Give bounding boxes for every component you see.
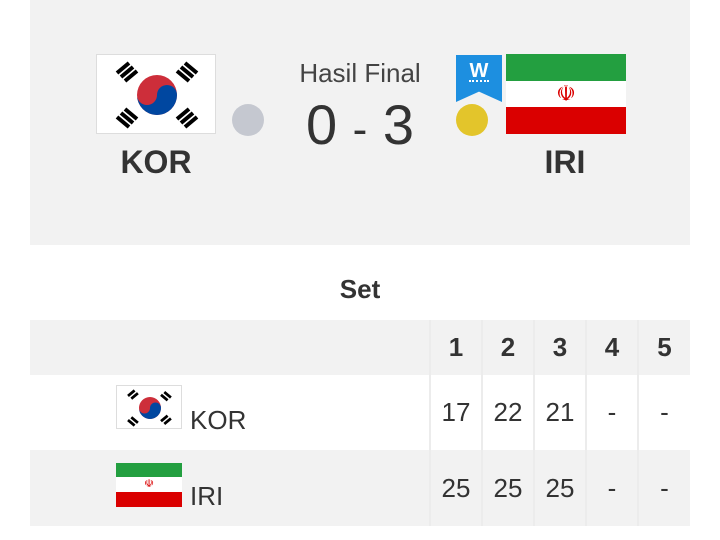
sets-title: Set (339, 274, 381, 304)
set-header: 3 (533, 320, 586, 375)
set-header: 4 (585, 320, 638, 375)
south-korea-flag-icon (96, 54, 216, 134)
home-score: 0 (305, 93, 338, 156)
set-score: 22 (481, 375, 534, 450)
table-row: ☫ IRI 25 25 25 - - (30, 450, 690, 526)
score-separator: - (352, 105, 368, 154)
team-column-header (30, 320, 430, 375)
set-score: - (637, 375, 690, 450)
home-team-code: KOR (120, 144, 192, 180)
iran-flag-icon: ☫ (116, 462, 182, 507)
set-score: - (585, 375, 638, 450)
away-score: 3 (382, 93, 415, 156)
match-status: Hasil Final (299, 58, 421, 88)
set-score: 17 (429, 375, 482, 450)
set-score: - (637, 450, 690, 526)
away-team-code: IRI (544, 144, 586, 180)
south-korea-flag-icon (116, 385, 182, 429)
set-score: 25 (481, 450, 534, 526)
team-name: IRI (190, 480, 224, 511)
away-serve-indicator (456, 104, 488, 136)
home-serve-indicator (232, 104, 264, 136)
set-header: 1 (429, 320, 482, 375)
table-header-row: 1 2 3 4 5 (30, 320, 690, 375)
set-score: 25 (429, 450, 482, 526)
set-score: 21 (533, 375, 586, 450)
set-header: 2 (481, 320, 534, 375)
set-score: 25 (533, 450, 586, 526)
set-header: 5 (637, 320, 690, 375)
score: 0 - 3 (270, 92, 450, 157)
set-score: - (585, 450, 638, 526)
set-scores-table: 1 2 3 4 5 KOR 17 22 21 - - ☫ IRI 25 25 2… (30, 320, 690, 526)
team-name: KOR (190, 405, 247, 435)
table-row: KOR 17 22 21 - - (30, 375, 690, 450)
iran-flag-icon: ☫ (506, 54, 626, 134)
